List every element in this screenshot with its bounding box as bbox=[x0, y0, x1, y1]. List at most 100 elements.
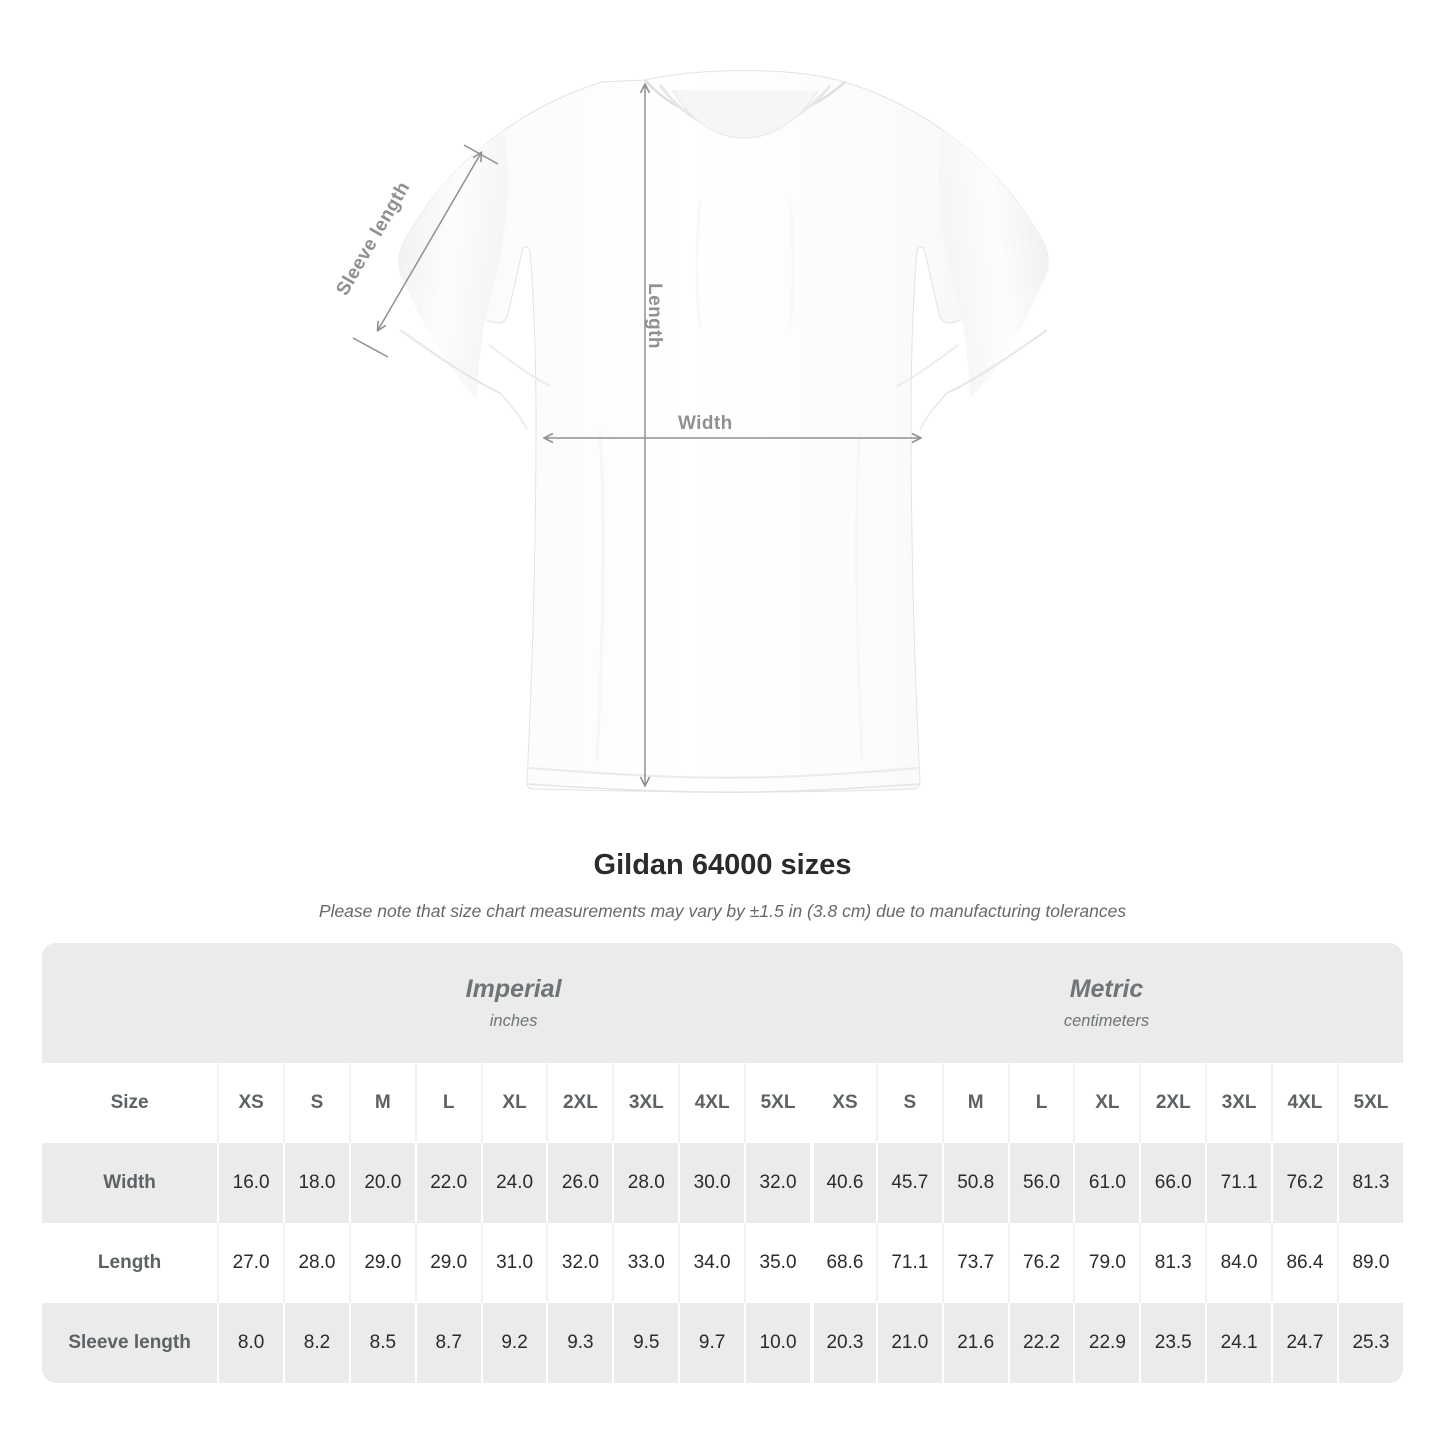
cell-width-metric-5xl: 81.3 bbox=[1336, 1143, 1403, 1223]
cell-sleeve-metric-l: 22.2 bbox=[1007, 1303, 1074, 1383]
row-label-length: Length bbox=[42, 1223, 218, 1303]
cell-length-imperial-5xl: 35.0 bbox=[744, 1223, 811, 1303]
cell-width-imperial-xl: 24.0 bbox=[480, 1143, 547, 1223]
size-header-metric-xl: XL bbox=[1073, 1063, 1140, 1143]
cell-width-metric-l: 56.0 bbox=[1007, 1143, 1074, 1223]
table-row-width: Width 16.0 18.0 20.0 22.0 24.0 26.0 28.0… bbox=[42, 1143, 1403, 1223]
width-label: Width bbox=[678, 413, 733, 434]
dimension-lines bbox=[352, 85, 920, 785]
unit-banner-row: Imperial inches Metric centimeters bbox=[42, 943, 1403, 1063]
row-label-size: Size bbox=[42, 1063, 218, 1143]
cell-length-imperial-s: 28.0 bbox=[283, 1223, 349, 1303]
cell-sleeve-metric-xs: 20.3 bbox=[810, 1303, 876, 1383]
table-row-length: Length 27.0 28.0 29.0 29.0 31.0 32.0 33.… bbox=[42, 1223, 1403, 1303]
table-row-sleeve-length: Sleeve length 8.0 8.2 8.5 8.7 9.2 9.3 9.… bbox=[42, 1303, 1403, 1383]
cell-sleeve-imperial-m: 8.5 bbox=[348, 1303, 415, 1383]
size-header-imperial-2xl: 2XL bbox=[546, 1063, 613, 1143]
unit-sub-imperial: inches bbox=[489, 1012, 538, 1030]
size-header-imperial-3xl: 3XL bbox=[612, 1063, 679, 1143]
row-label-sleeve-length: Sleeve length bbox=[42, 1303, 218, 1383]
length-label: Length bbox=[643, 283, 665, 349]
unit-sub-metric: centimeters bbox=[1063, 1012, 1150, 1030]
unit-banner-metric: Metric centimeters bbox=[810, 943, 1403, 1063]
cell-width-metric-2xl: 66.0 bbox=[1139, 1143, 1206, 1223]
cell-width-imperial-3xl: 28.0 bbox=[612, 1143, 679, 1223]
cell-width-metric-3xl: 71.1 bbox=[1205, 1143, 1272, 1223]
cell-length-imperial-xs: 27.0 bbox=[217, 1223, 284, 1303]
page-title: Gildan 64000 sizes bbox=[593, 849, 852, 881]
cell-length-metric-xl: 79.0 bbox=[1073, 1223, 1140, 1303]
cell-width-imperial-s: 18.0 bbox=[283, 1143, 349, 1223]
cell-sleeve-imperial-l: 8.7 bbox=[414, 1303, 481, 1383]
size-chart-table-wrap: Imperial inches Metric centimeters Size … bbox=[42, 943, 1403, 1383]
unit-name-imperial: Imperial bbox=[465, 975, 562, 1003]
cell-width-imperial-l: 22.0 bbox=[414, 1143, 481, 1223]
cell-length-metric-2xl: 81.3 bbox=[1139, 1223, 1206, 1303]
tolerance-note: Please note that size chart measurements… bbox=[318, 901, 1127, 921]
cell-sleeve-imperial-4xl: 9.7 bbox=[678, 1303, 745, 1383]
title-block: Gildan 64000 sizes Please note that size… bbox=[0, 845, 1445, 923]
cell-length-imperial-4xl: 34.0 bbox=[678, 1223, 745, 1303]
cell-sleeve-imperial-3xl: 9.5 bbox=[612, 1303, 679, 1383]
cell-length-metric-m: 73.7 bbox=[941, 1223, 1008, 1303]
cell-sleeve-metric-3xl: 24.1 bbox=[1205, 1303, 1272, 1383]
cell-width-metric-4xl: 76.2 bbox=[1271, 1143, 1337, 1223]
tshirt-illustration: Sleeve length Length Width bbox=[332, 70, 1049, 794]
cell-width-metric-m: 50.8 bbox=[941, 1143, 1008, 1223]
row-label-width: Width bbox=[42, 1143, 218, 1223]
cell-length-imperial-l: 29.0 bbox=[414, 1223, 481, 1303]
size-header-metric-3xl: 3XL bbox=[1205, 1063, 1272, 1143]
cell-width-imperial-4xl: 30.0 bbox=[678, 1143, 745, 1223]
cell-length-metric-3xl: 84.0 bbox=[1205, 1223, 1272, 1303]
cell-sleeve-imperial-xl: 9.2 bbox=[480, 1303, 547, 1383]
cell-length-metric-s: 71.1 bbox=[875, 1223, 942, 1303]
cell-length-imperial-xl: 31.0 bbox=[480, 1223, 547, 1303]
unit-banner-imperial: Imperial inches bbox=[217, 943, 811, 1063]
size-header-metric-4xl: 4XL bbox=[1271, 1063, 1337, 1143]
unit-name-metric: Metric bbox=[1069, 975, 1144, 1003]
cell-length-metric-5xl: 89.0 bbox=[1336, 1223, 1403, 1303]
cell-sleeve-imperial-s: 8.2 bbox=[283, 1303, 349, 1383]
cell-sleeve-imperial-xs: 8.0 bbox=[217, 1303, 284, 1383]
cell-sleeve-metric-xl: 22.9 bbox=[1073, 1303, 1140, 1383]
size-header-metric-l: L bbox=[1007, 1063, 1074, 1143]
cell-sleeve-metric-m: 21.6 bbox=[941, 1303, 1008, 1383]
size-header-imperial-xs: XS bbox=[217, 1063, 284, 1143]
cell-width-imperial-2xl: 26.0 bbox=[546, 1143, 613, 1223]
cell-length-imperial-3xl: 33.0 bbox=[612, 1223, 679, 1303]
cell-length-imperial-2xl: 32.0 bbox=[546, 1223, 613, 1303]
sleeve-tick-top bbox=[463, 144, 499, 165]
size-header-metric-5xl: 5XL bbox=[1336, 1063, 1403, 1143]
cell-sleeve-metric-2xl: 23.5 bbox=[1139, 1303, 1206, 1383]
size-header-imperial-l: L bbox=[414, 1063, 481, 1143]
size-header-imperial-s: S bbox=[283, 1063, 349, 1143]
size-header-metric-2xl: 2XL bbox=[1139, 1063, 1206, 1143]
size-header-imperial-5xl: 5XL bbox=[744, 1063, 811, 1143]
size-header-metric-s: S bbox=[875, 1063, 942, 1143]
cell-width-metric-xs: 40.6 bbox=[810, 1143, 876, 1223]
tshirt-shape bbox=[398, 70, 1049, 794]
cell-length-metric-xs: 68.6 bbox=[810, 1223, 876, 1303]
sleeve-tick-bottom bbox=[352, 337, 389, 358]
cell-width-imperial-5xl: 32.0 bbox=[744, 1143, 811, 1223]
cell-length-metric-l: 76.2 bbox=[1007, 1223, 1074, 1303]
table-row-size-header: Size XS S M L XL 2XL 3XL 4XL 5XL XS S M … bbox=[42, 1063, 1403, 1143]
sleeve-length-arrow bbox=[378, 153, 481, 330]
cell-sleeve-metric-5xl: 25.3 bbox=[1336, 1303, 1403, 1383]
cell-width-imperial-xs: 16.0 bbox=[217, 1143, 284, 1223]
cell-sleeve-metric-s: 21.0 bbox=[875, 1303, 942, 1383]
size-header-metric-m: M bbox=[941, 1063, 1008, 1143]
cell-sleeve-imperial-5xl: 10.0 bbox=[744, 1303, 811, 1383]
size-chart-table: Imperial inches Metric centimeters Size … bbox=[42, 943, 1403, 1383]
cell-sleeve-metric-4xl: 24.7 bbox=[1271, 1303, 1337, 1383]
tshirt-svg bbox=[352, 70, 1049, 794]
cell-width-imperial-m: 20.0 bbox=[348, 1143, 415, 1223]
size-header-imperial-m: M bbox=[348, 1063, 415, 1143]
unit-banner-spacer bbox=[42, 943, 218, 1063]
cell-length-imperial-m: 29.0 bbox=[348, 1223, 415, 1303]
size-header-imperial-xl: XL bbox=[480, 1063, 547, 1143]
cell-width-metric-s: 45.7 bbox=[875, 1143, 942, 1223]
size-header-imperial-4xl: 4XL bbox=[678, 1063, 745, 1143]
size-header-metric-xs: XS bbox=[810, 1063, 876, 1143]
cell-width-metric-xl: 61.0 bbox=[1073, 1143, 1140, 1223]
